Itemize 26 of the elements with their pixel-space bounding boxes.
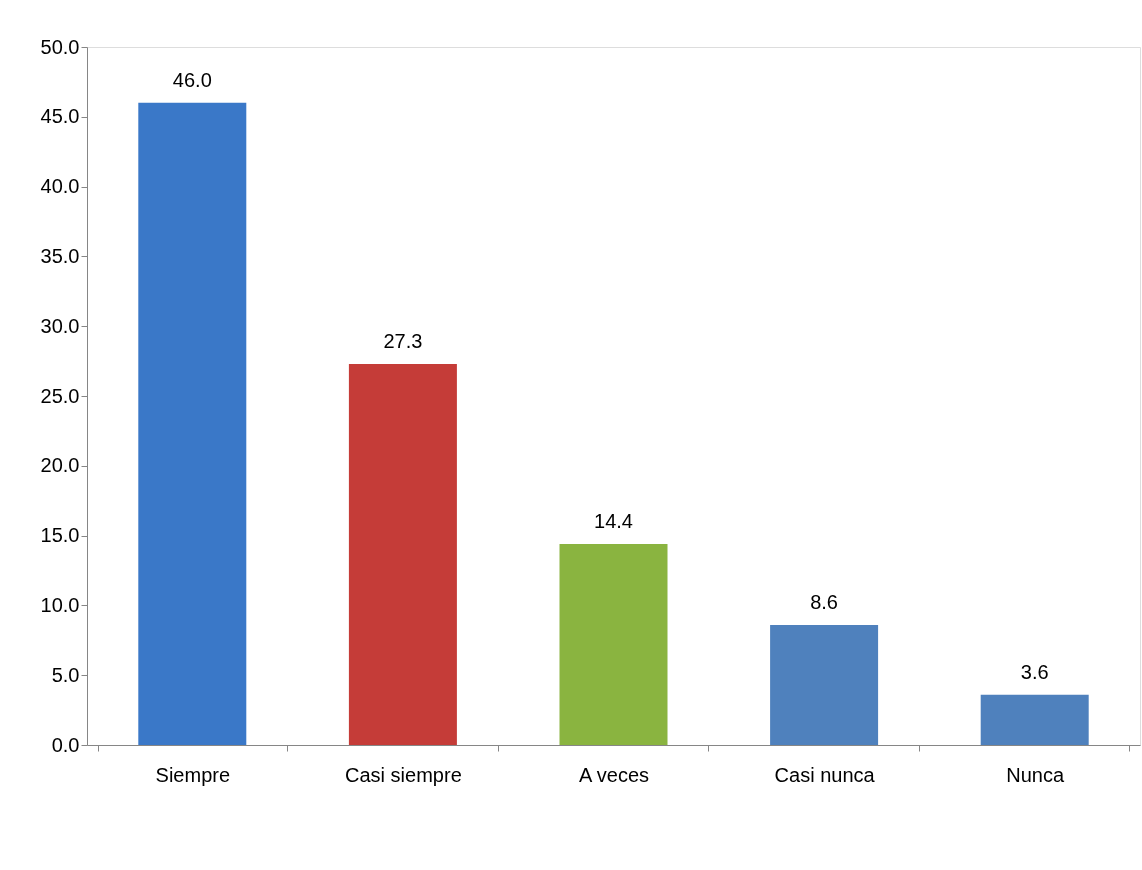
y-tick-label: 15.0 bbox=[40, 524, 80, 547]
y-tick-label: 10.0 bbox=[40, 593, 80, 616]
bar bbox=[348, 363, 457, 745]
x-tick-label: Casi siempre bbox=[345, 763, 462, 786]
bar bbox=[770, 624, 879, 745]
y-tick-label: 50.0 bbox=[40, 35, 80, 58]
x-tick-label: Siempre bbox=[155, 763, 231, 786]
x-tick-label: Nunca bbox=[1006, 763, 1065, 786]
y-tick-label: 45.0 bbox=[40, 105, 80, 128]
bar bbox=[559, 543, 668, 745]
x-tick-label: A veces bbox=[578, 763, 650, 786]
y-tick-label: 25.0 bbox=[40, 384, 80, 407]
data-label: 14.4 bbox=[594, 509, 633, 532]
y-tick-label: 35.0 bbox=[40, 244, 80, 267]
y-tick-label: 40.0 bbox=[40, 175, 80, 198]
y-tick-label: 5.0 bbox=[51, 663, 80, 686]
y-tick-label: 0.0 bbox=[51, 733, 80, 756]
bar bbox=[980, 694, 1089, 745]
data-label: 3.6 bbox=[1020, 660, 1049, 683]
data-label: 8.6 bbox=[810, 590, 839, 613]
y-tick-label: 20.0 bbox=[40, 454, 80, 477]
data-label: 46.0 bbox=[172, 68, 212, 91]
y-tick-label: 30.0 bbox=[40, 314, 80, 337]
bar bbox=[138, 102, 247, 745]
data-label: 27.3 bbox=[383, 329, 423, 352]
x-tick-label: Casi nunca bbox=[774, 763, 876, 786]
